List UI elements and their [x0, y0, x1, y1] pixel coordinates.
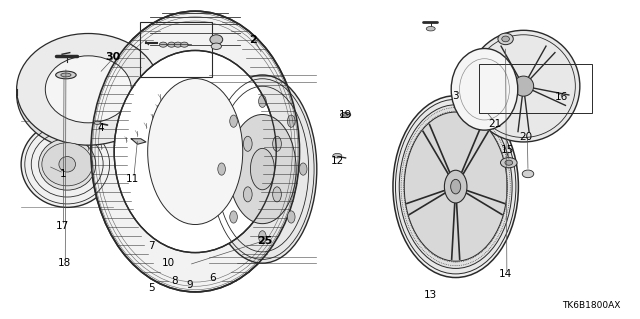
Ellipse shape — [287, 211, 295, 223]
Text: 9: 9 — [186, 279, 193, 290]
Ellipse shape — [61, 73, 71, 77]
Text: 3: 3 — [452, 91, 459, 101]
Ellipse shape — [38, 138, 96, 190]
Ellipse shape — [17, 39, 160, 150]
Circle shape — [94, 121, 100, 124]
Ellipse shape — [287, 115, 295, 127]
Text: 2: 2 — [249, 35, 257, 45]
Ellipse shape — [228, 115, 296, 224]
Ellipse shape — [59, 157, 76, 172]
Ellipse shape — [47, 62, 130, 127]
Ellipse shape — [273, 136, 282, 151]
Ellipse shape — [451, 48, 518, 130]
Text: 19: 19 — [339, 110, 352, 120]
Ellipse shape — [393, 96, 518, 278]
Text: 6: 6 — [209, 273, 216, 283]
Ellipse shape — [56, 71, 76, 79]
Ellipse shape — [230, 115, 237, 127]
Text: 17: 17 — [56, 221, 68, 232]
Circle shape — [343, 114, 348, 116]
Ellipse shape — [17, 33, 160, 145]
Ellipse shape — [45, 56, 131, 123]
Ellipse shape — [259, 95, 266, 108]
Text: 13: 13 — [424, 290, 436, 300]
Ellipse shape — [522, 170, 534, 178]
Ellipse shape — [513, 76, 534, 96]
Ellipse shape — [168, 42, 175, 47]
Circle shape — [426, 26, 435, 31]
Ellipse shape — [243, 136, 252, 151]
Ellipse shape — [500, 158, 517, 168]
Ellipse shape — [211, 43, 221, 49]
Text: 25: 25 — [257, 236, 272, 246]
Ellipse shape — [180, 42, 188, 47]
Ellipse shape — [404, 112, 507, 261]
Text: 7: 7 — [148, 241, 155, 251]
Text: 4: 4 — [97, 122, 104, 133]
Ellipse shape — [300, 163, 307, 175]
Ellipse shape — [273, 187, 282, 202]
Ellipse shape — [210, 35, 223, 44]
Text: 12: 12 — [331, 156, 344, 166]
Ellipse shape — [250, 148, 275, 190]
Ellipse shape — [444, 170, 467, 203]
Ellipse shape — [243, 187, 252, 202]
Ellipse shape — [259, 231, 266, 243]
Ellipse shape — [148, 78, 243, 225]
Ellipse shape — [218, 163, 225, 175]
Ellipse shape — [399, 105, 512, 269]
Circle shape — [333, 153, 342, 158]
Text: 11: 11 — [126, 174, 139, 184]
Polygon shape — [131, 139, 146, 144]
Ellipse shape — [42, 143, 93, 186]
Ellipse shape — [91, 11, 300, 292]
Text: 20: 20 — [520, 132, 532, 142]
Ellipse shape — [502, 36, 509, 42]
Text: 16: 16 — [555, 92, 568, 102]
Ellipse shape — [208, 75, 317, 263]
Circle shape — [340, 112, 351, 117]
Text: TK6B1800AX: TK6B1800AX — [563, 301, 621, 310]
Text: 18: 18 — [58, 258, 70, 268]
Bar — [479, 64, 592, 113]
Ellipse shape — [114, 50, 276, 253]
Text: 8: 8 — [171, 276, 177, 286]
Text: 1: 1 — [60, 169, 66, 179]
Ellipse shape — [159, 42, 167, 47]
Ellipse shape — [230, 211, 237, 223]
Ellipse shape — [498, 33, 513, 45]
Text: 14: 14 — [499, 269, 512, 279]
Ellipse shape — [467, 30, 580, 142]
Text: 30: 30 — [106, 52, 121, 63]
Ellipse shape — [396, 99, 516, 274]
Bar — [140, 22, 212, 77]
Text: 15: 15 — [501, 145, 514, 155]
Ellipse shape — [505, 160, 513, 165]
Text: 10: 10 — [162, 258, 175, 268]
Ellipse shape — [174, 42, 182, 47]
Text: 5: 5 — [148, 283, 155, 293]
Ellipse shape — [21, 121, 113, 207]
Text: 21: 21 — [488, 119, 501, 130]
Ellipse shape — [451, 179, 461, 194]
